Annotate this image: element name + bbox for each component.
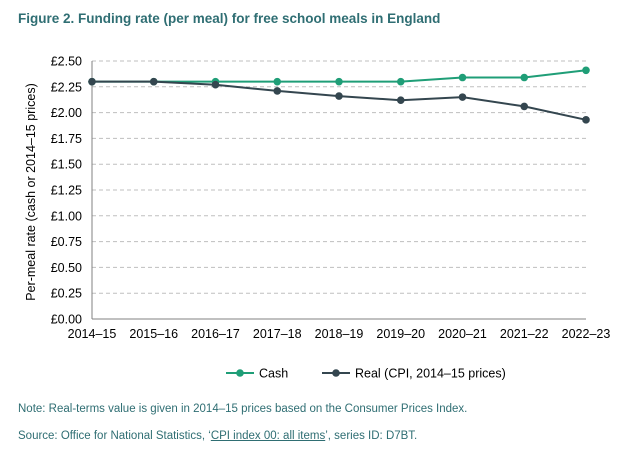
- data-point: [396, 96, 405, 105]
- x-tick-label: 2018–19: [315, 327, 364, 341]
- source-suffix: ’, series ID: D7BT.: [325, 430, 418, 442]
- source-link[interactable]: CPI index 00: all items: [210, 430, 326, 442]
- chart-title: Figure 2. Funding rate (per meal) for fr…: [18, 11, 441, 26]
- x-tick-label: 2016–17: [191, 327, 240, 341]
- x-tick-label: 2022–23: [562, 327, 611, 341]
- legend-label: Cash: [259, 367, 288, 381]
- data-point: [396, 77, 405, 86]
- data-point: [149, 77, 158, 86]
- x-tick-label: 2017–18: [253, 327, 302, 341]
- y-tick-label: £0.75: [51, 235, 82, 249]
- x-tick-label: 2015–16: [129, 327, 178, 341]
- chart-source: Source: Office for National Statistics, …: [18, 430, 417, 442]
- x-tick-label: 2014–15: [68, 327, 117, 341]
- y-tick-label: £1.50: [51, 158, 82, 172]
- y-tick-label: £2.25: [51, 80, 82, 94]
- data-point: [458, 73, 467, 82]
- y-axis-label: Per-meal rate (cash or 2014–15 prices): [24, 83, 38, 300]
- data-point: [273, 87, 282, 95]
- data-point: [582, 116, 590, 124]
- legend-item: Cash: [226, 367, 288, 381]
- x-tick-labels: 2014–15 2015–16 2016–17 2017–18 2018–19 2019–…: [68, 327, 611, 341]
- data-point: [335, 77, 343, 86]
- data-point: [335, 92, 343, 100]
- legend-label: Real (CPI, 2014–15 prices): [355, 367, 506, 381]
- data-point: [273, 77, 282, 86]
- y-tick-labels: £0.00 £0.25 £0.50 £0.75 £1.00 £1.25 £1.50 £1.75…: [51, 55, 82, 327]
- series-line: [92, 80, 587, 121]
- line-chart: £0.00 £0.25 £0.50 £0.75 £1.00 £1.25 £1.50 £1.75…: [24, 55, 611, 381]
- legend: Cash Real (CPI, 2014–15 prices): [226, 367, 506, 381]
- source-prefix: Source: Office for National Statistics, …: [18, 430, 211, 442]
- y-tick-label: £2.50: [51, 55, 82, 69]
- data-point: [211, 80, 220, 89]
- axes: [91, 61, 586, 320]
- legend-item: Real (CPI, 2014–15 prices): [322, 367, 506, 381]
- gridlines: [92, 60, 586, 294]
- data-point: [458, 93, 467, 101]
- x-tick-label: 2019–20: [376, 327, 425, 341]
- x-tick-label: 2020–21: [438, 327, 487, 341]
- series-lines: [88, 66, 590, 124]
- y-tick-label: £0.00: [51, 313, 82, 327]
- data-point: [88, 77, 96, 86]
- y-tick-label: £0.25: [51, 287, 82, 301]
- y-tick-label: £1.25: [51, 184, 82, 198]
- series-real: [88, 77, 590, 124]
- data-point: [520, 73, 529, 82]
- y-tick-label: £2.00: [51, 106, 82, 120]
- legend-marker: [332, 369, 340, 377]
- data-point: [582, 66, 590, 75]
- y-tick-label: £0.50: [51, 261, 82, 275]
- data-point: [520, 102, 529, 111]
- y-tick-label: £1.75: [51, 132, 82, 146]
- chart-note: Note: Real-terms value is given in 2014–…: [18, 403, 468, 415]
- x-tick-label: 2021–22: [500, 327, 549, 341]
- y-tick-label: £1.00: [51, 209, 82, 223]
- legend-marker: [236, 369, 244, 377]
